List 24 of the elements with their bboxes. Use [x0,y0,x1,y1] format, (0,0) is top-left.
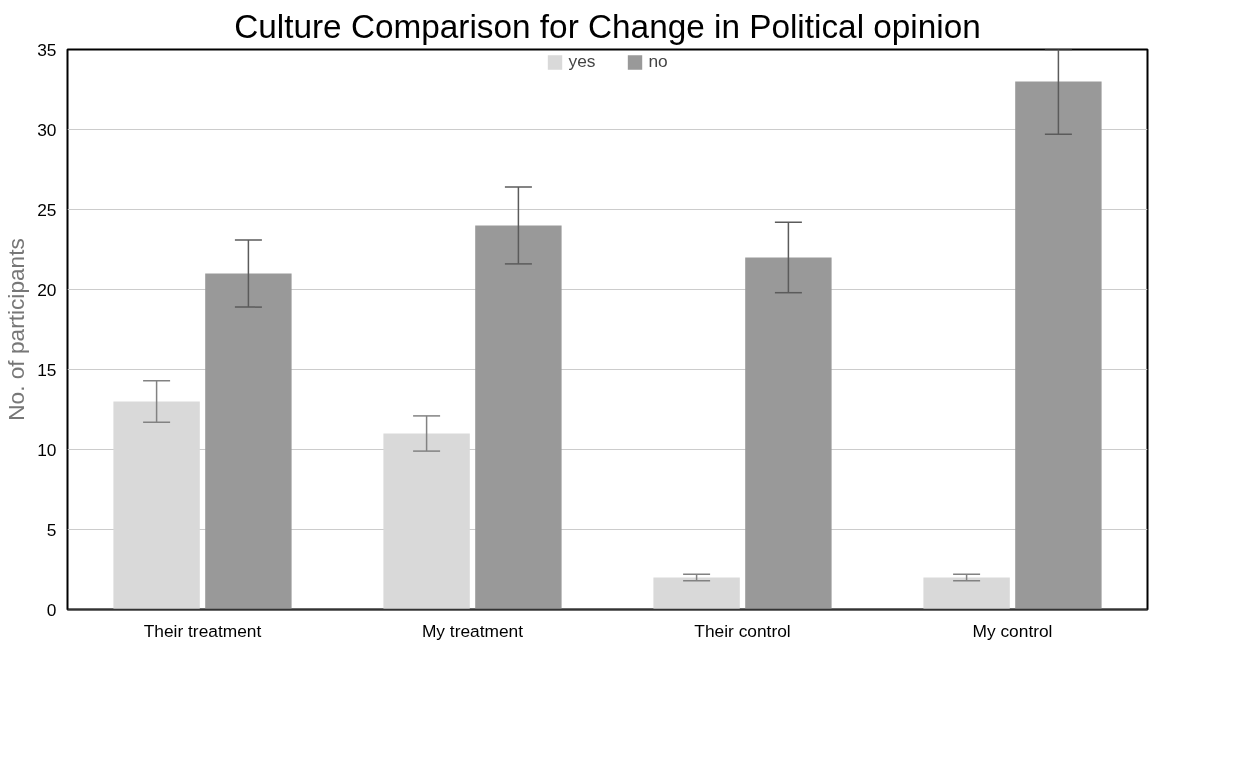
bar [1015,81,1102,610]
legend-label: yes [568,51,596,72]
y-axis-title: No. of participants [3,238,30,421]
bar [383,433,470,610]
y-tick-label: 0 [46,599,57,620]
y-tick-label: 5 [46,519,57,540]
y-tick-label: 15 [37,359,57,380]
x-tick-label: My treatment [421,620,524,641]
y-tick-label: 10 [37,439,57,460]
chart-title: Culture Comparison for Change in Political opinion [234,7,981,45]
legend-label: no [648,51,669,72]
bar [923,577,1010,610]
bar [745,257,832,610]
x-tick-label: My control [972,620,1053,641]
x-tick-label: Their treatment [143,620,262,641]
bar [653,577,740,610]
y-tick-label: 25 [37,199,57,220]
bar [475,225,562,610]
y-tick-label: 20 [37,279,57,300]
bar [113,401,200,610]
bar [205,273,292,610]
y-tick-label: 30 [37,119,57,140]
x-tick-label: Their control [694,620,791,641]
y-tick-label: 35 [37,39,57,60]
